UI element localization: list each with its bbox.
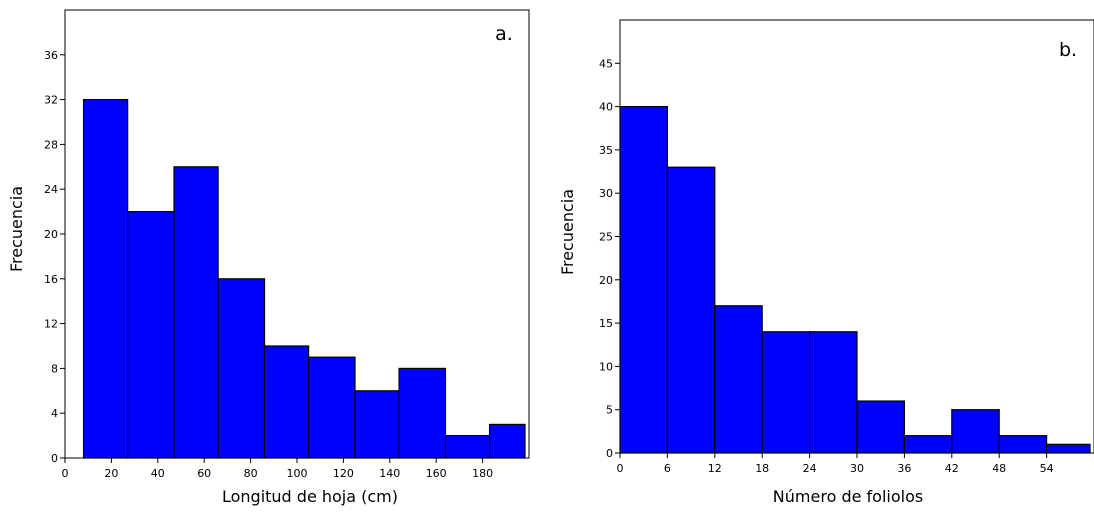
x-tick-label: 40 bbox=[151, 467, 165, 480]
histogram-bar bbox=[761, 331, 811, 454]
histogram-bar bbox=[714, 305, 763, 454]
x-tick-label: 180 bbox=[472, 467, 493, 480]
x-tick-label: 60 bbox=[197, 467, 211, 480]
y-tick-label: 30 bbox=[599, 187, 613, 200]
histogram-bar bbox=[903, 435, 953, 454]
y-tick-label: 0 bbox=[606, 447, 613, 460]
histogram-panel-a: 0 4 8 12 16 20 24 28 32 36 0 20 40 60 80 100 120 140 160 18… bbox=[7, 9, 530, 506]
y-tick-label: 0 bbox=[51, 452, 58, 465]
y-tick-label: 16 bbox=[44, 273, 58, 286]
y-tick-label: 5 bbox=[606, 404, 613, 417]
x-tick-label: 0 bbox=[617, 462, 624, 475]
histogram-bar bbox=[951, 409, 1000, 454]
histogram-bar bbox=[619, 105, 669, 454]
y-tick-label: 40 bbox=[599, 101, 613, 114]
y-axis-title: Frecuencia bbox=[7, 186, 26, 272]
histogram-bar bbox=[666, 166, 716, 454]
histogram-bar bbox=[127, 211, 175, 459]
y-tick-label: 12 bbox=[44, 318, 58, 331]
panel-label: b. bbox=[1059, 39, 1077, 61]
y-tick-label: 20 bbox=[599, 274, 613, 287]
x-tick-label: 20 bbox=[104, 467, 118, 480]
y-tick-label: 25 bbox=[599, 231, 613, 244]
histogram-bar bbox=[398, 367, 447, 459]
y-tick-label: 15 bbox=[599, 317, 613, 330]
x-tick-label: 48 bbox=[992, 462, 1006, 475]
y-tick-label: 10 bbox=[599, 360, 613, 373]
histogram-bar bbox=[263, 345, 310, 459]
histogram-bar bbox=[173, 166, 219, 459]
panel-label: a. bbox=[495, 23, 513, 45]
y-tick-label: 28 bbox=[44, 138, 58, 151]
x-tick-label: 120 bbox=[333, 467, 354, 480]
histogram-bar bbox=[444, 435, 491, 459]
x-tick-label: 24 bbox=[803, 462, 817, 475]
histogram-panel-b: 0 5 10 15 20 25 30 35 40 45 0 6 12 18 24 30 36 42 48 54 Núme… bbox=[558, 19, 1094, 506]
histogram-bar bbox=[808, 331, 858, 454]
histogram-bar bbox=[308, 356, 356, 459]
x-tick-label: 54 bbox=[1040, 462, 1054, 475]
histogram-bar bbox=[1045, 443, 1091, 454]
histogram-bar bbox=[82, 98, 129, 459]
histogram-bar bbox=[354, 390, 400, 459]
y-tick-label: 32 bbox=[44, 94, 58, 107]
x-tick-label: 12 bbox=[708, 462, 722, 475]
y-tick-label: 20 bbox=[44, 228, 58, 241]
histogram-bar bbox=[488, 423, 526, 459]
y-tick-label: 24 bbox=[44, 183, 58, 196]
x-tick-label: 160 bbox=[426, 467, 447, 480]
x-axis-title: Longitud de hoja (cm) bbox=[222, 487, 398, 506]
x-axis-title: Número de foliolos bbox=[773, 487, 923, 506]
x-tick-label: 100 bbox=[287, 467, 308, 480]
x-tick-label: 30 bbox=[850, 462, 864, 475]
x-tick-label: 18 bbox=[755, 462, 769, 475]
x-tick-label: 0 bbox=[62, 467, 69, 480]
x-tick-label: 80 bbox=[244, 467, 258, 480]
x-tick-label: 140 bbox=[379, 467, 400, 480]
x-tick-label: 42 bbox=[945, 462, 959, 475]
y-tick-label: 45 bbox=[599, 57, 613, 70]
y-tick-label: 8 bbox=[51, 362, 58, 375]
y-tick-label: 36 bbox=[44, 49, 58, 62]
x-tick-label: 6 bbox=[664, 462, 671, 475]
histogram-bar bbox=[217, 278, 266, 459]
y-axis-title: Frecuencia bbox=[558, 189, 577, 275]
x-tick-label: 36 bbox=[897, 462, 911, 475]
histogram-bar bbox=[856, 400, 906, 454]
histogram-bar bbox=[998, 435, 1048, 454]
y-tick-label: 35 bbox=[599, 144, 613, 157]
y-tick-label: 4 bbox=[51, 407, 58, 420]
